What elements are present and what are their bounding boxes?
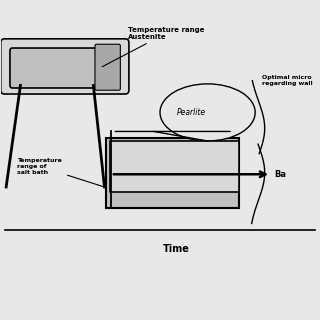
FancyBboxPatch shape	[110, 141, 239, 192]
FancyBboxPatch shape	[95, 44, 120, 90]
Text: Temperature
range of
salt bath: Temperature range of salt bath	[17, 158, 107, 188]
Ellipse shape	[160, 84, 255, 141]
Text: Time: Time	[163, 244, 189, 254]
Text: Ba: Ba	[274, 170, 286, 179]
FancyBboxPatch shape	[1, 39, 129, 94]
FancyBboxPatch shape	[10, 48, 101, 88]
Text: Pearlite: Pearlite	[177, 108, 206, 117]
Text: Optimal micro
regarding wall: Optimal micro regarding wall	[261, 75, 312, 86]
FancyBboxPatch shape	[106, 138, 239, 208]
Text: Temperature range
Austenite: Temperature range Austenite	[102, 27, 205, 67]
